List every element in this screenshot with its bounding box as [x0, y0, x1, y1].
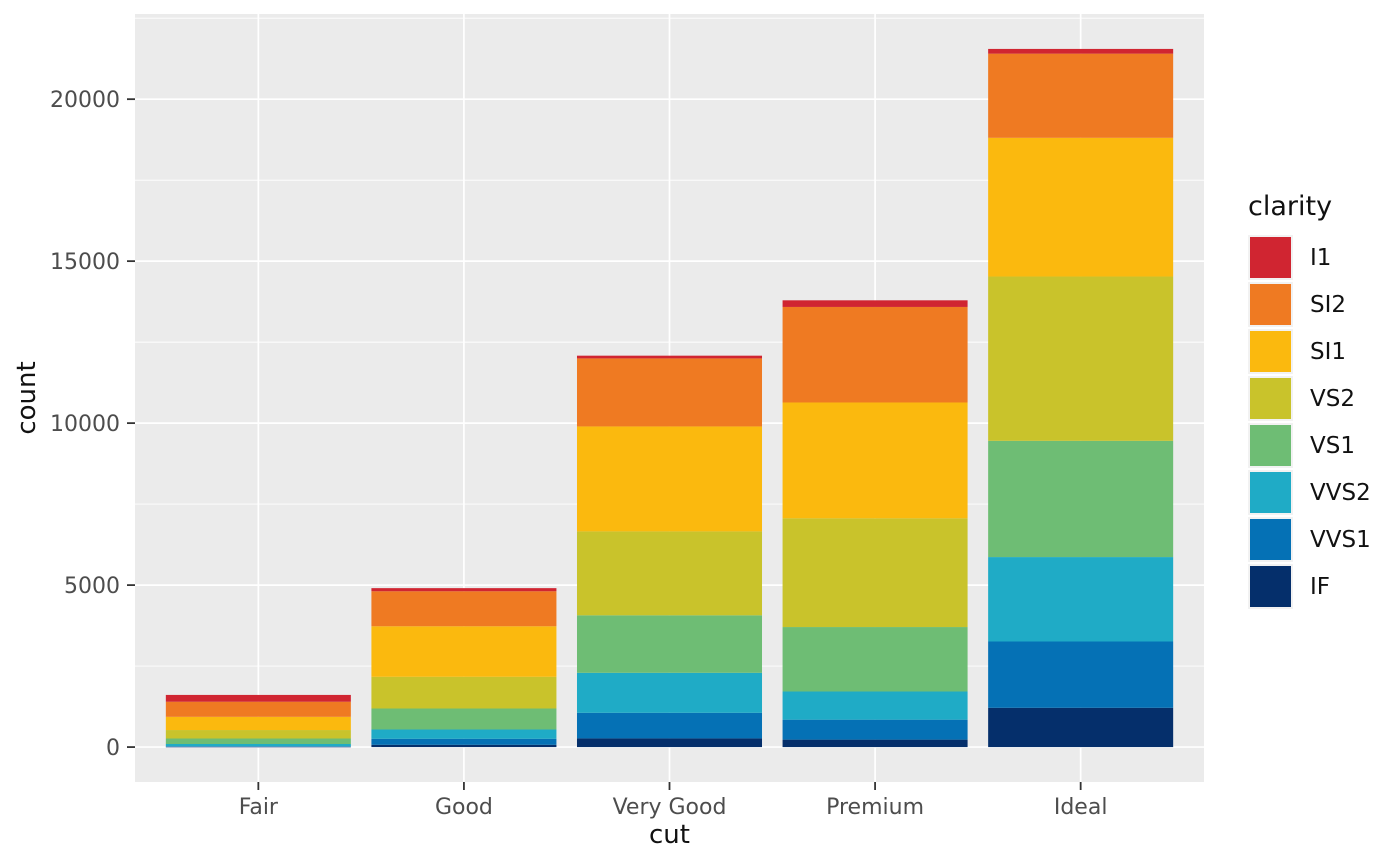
legend-item-label: SI1 — [1310, 338, 1347, 365]
bar-segment-fair-if — [165, 746, 351, 748]
bar-segment-premium-vvs1 — [782, 719, 968, 740]
legend-item-if: IF — [1248, 564, 1371, 609]
bar-segment-very-good-if — [576, 738, 763, 748]
bar-segment-premium-si1 — [782, 402, 968, 519]
x-tick-label: Good — [435, 795, 493, 820]
y-tick-label: 0 — [106, 736, 120, 761]
bar-segment-premium-vvs2 — [782, 691, 968, 720]
bar-segment-good-vvs1 — [371, 738, 557, 745]
x-tick-label: Ideal — [1054, 795, 1108, 820]
bar-segment-fair-i1 — [165, 694, 351, 702]
legend-item-label: VS2 — [1310, 385, 1355, 412]
legend-items: I1 SI2 SI1 VS2 VS1 VVS2 VVS1 IF — [1248, 235, 1371, 609]
legend-swatch-vs1 — [1248, 423, 1293, 468]
legend-item-label: VVS1 — [1310, 526, 1371, 553]
legend-swatch-si2 — [1248, 282, 1293, 327]
bar-segment-ideal-i1 — [988, 48, 1174, 54]
x-tick-label: Very Good — [613, 795, 727, 820]
legend-item-vs2: VS2 — [1248, 376, 1371, 421]
bar-segment-premium-si2 — [782, 306, 968, 403]
bar-segment-very-good-si1 — [576, 426, 763, 532]
legend-item-label: VVS2 — [1310, 479, 1371, 506]
x-tick-label: Premium — [826, 795, 924, 820]
y-axis-title: count — [12, 361, 42, 435]
legend-swatch-vs2 — [1248, 376, 1293, 421]
legend-item-vvs2: VVS2 — [1248, 470, 1371, 515]
legend-item-label: VS1 — [1310, 432, 1355, 459]
bar-segment-ideal-si1 — [988, 137, 1174, 277]
legend-item-si2: SI2 — [1248, 282, 1371, 327]
bar-segment-fair-vs1 — [165, 738, 351, 745]
bar-segment-good-si1 — [371, 626, 557, 677]
y-tick-label: 20000 — [50, 88, 120, 113]
bar-segment-ideal-vs2 — [988, 276, 1174, 441]
bar-segment-ideal-vvs2 — [988, 557, 1174, 642]
legend-item-vs1: VS1 — [1248, 423, 1371, 468]
bar-segment-good-i1 — [371, 588, 557, 592]
bar-segment-good-si2 — [371, 591, 557, 627]
legend-swatch-if — [1248, 564, 1293, 609]
legend-swatch-vvs1 — [1248, 517, 1293, 562]
bar-segment-ideal-si2 — [988, 53, 1174, 138]
legend-item-si1: SI1 — [1248, 329, 1371, 374]
legend-swatch-i1 — [1248, 235, 1293, 280]
bar-segment-good-if — [371, 744, 557, 748]
legend: clarity I1 SI2 SI1 VS2 VS1 VVS2 VVS1 IF — [1248, 193, 1371, 611]
bar-segment-very-good-vvs1 — [576, 712, 763, 739]
bar-segment-fair-si2 — [165, 701, 351, 717]
bar-segment-very-good-vs2 — [576, 531, 763, 616]
y-tick-label: 10000 — [50, 412, 120, 437]
bar-segment-ideal-if — [988, 707, 1174, 748]
bar-segment-very-good-i1 — [576, 355, 763, 359]
bar-segment-very-good-vs1 — [576, 615, 763, 673]
bar-segment-premium-vs2 — [782, 518, 968, 628]
bar-segment-ideal-vvs1 — [988, 641, 1174, 708]
y-tick-label: 5000 — [64, 574, 120, 599]
bar-segment-very-good-vvs2 — [576, 672, 763, 713]
bar-segment-fair-vs2 — [165, 730, 351, 739]
legend-item-vvs1: VVS1 — [1248, 517, 1371, 562]
bar-segment-premium-vs1 — [782, 627, 968, 692]
bar-segment-very-good-si2 — [576, 358, 763, 427]
legend-item-label: I1 — [1310, 244, 1332, 271]
legend-swatch-vvs2 — [1248, 470, 1293, 515]
bar-segment-premium-if — [782, 739, 968, 748]
legend-item-i1: I1 — [1248, 235, 1371, 280]
x-axis-title: cut — [649, 820, 690, 850]
y-tick-label: 15000 — [50, 250, 120, 275]
legend-swatch-si1 — [1248, 329, 1293, 374]
bar-segment-good-vs1 — [371, 708, 557, 730]
bar-segment-ideal-vs1 — [988, 440, 1174, 558]
bar-segment-fair-vvs2 — [165, 744, 351, 747]
bar-segment-good-vvs2 — [371, 729, 557, 739]
bar-segment-fair-vvs1 — [165, 746, 351, 747]
legend-title: clarity — [1248, 191, 1333, 222]
bar-segment-fair-si1 — [165, 716, 351, 731]
bar-segment-good-vs2 — [371, 676, 557, 709]
x-tick-label: Fair — [239, 795, 279, 820]
legend-item-label: SI2 — [1310, 291, 1347, 318]
bar-segment-premium-i1 — [782, 300, 968, 307]
legend-item-label: IF — [1310, 573, 1331, 600]
